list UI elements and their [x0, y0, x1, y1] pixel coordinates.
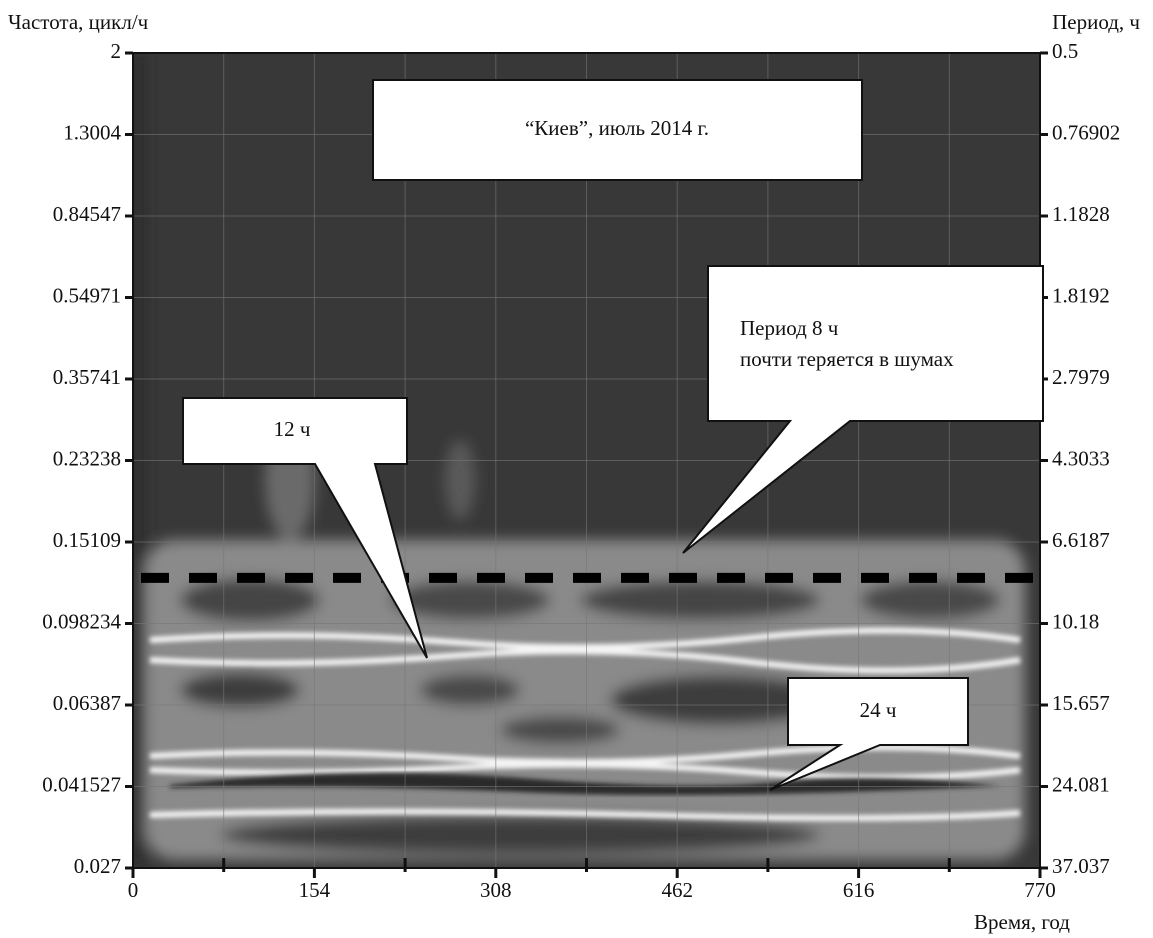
annotation: 24 ч — [860, 698, 897, 722]
y2-tick-label: 1.1828 — [1052, 202, 1110, 226]
x-tick-label: 770 — [1024, 878, 1056, 902]
y2-tick-label: 37.037 — [1052, 854, 1110, 878]
plot-frame — [132, 52, 1041, 869]
y2-tick-label: 0.76902 — [1052, 120, 1120, 144]
y-tick-label: 0.84547 — [53, 202, 121, 226]
y-tick-label: 0.15109 — [53, 528, 121, 552]
y-tick-label: 0.23238 — [53, 446, 121, 470]
y-tick-label: 2 — [111, 39, 122, 63]
x-tick-label: 462 — [661, 878, 693, 902]
x-tick-label: 308 — [480, 878, 512, 902]
y-tick-label: 0.027 — [74, 854, 121, 878]
annotation: почти теряется в шумах — [740, 347, 954, 371]
y2-tick-label: 10.18 — [1052, 609, 1099, 633]
y-tick-label: 0.041527 — [42, 772, 121, 796]
chart-title: “Киев”, июль 2014 г. — [525, 116, 709, 140]
y2-tick-label: 4.3033 — [1052, 446, 1110, 470]
y-axis-title: Частота, цикл/ч — [8, 10, 149, 34]
x-axis-title: Время, год — [974, 910, 1070, 934]
annotation: 12 ч — [274, 417, 311, 441]
callout — [769, 677, 969, 791]
y2-tick-label: 2.7979 — [1052, 365, 1110, 389]
y-tick-label: 0.35741 — [53, 365, 121, 389]
callout — [682, 265, 1044, 554]
callout — [182, 397, 428, 659]
y2-tick-label: 6.6187 — [1052, 528, 1110, 552]
y-tick-label: 0.54971 — [53, 283, 121, 307]
y-tick-label: 1.3004 — [63, 120, 121, 144]
y2-tick-label: 15.657 — [1052, 691, 1110, 715]
title-box — [372, 79, 863, 181]
y2-tick-label: 0.5 — [1052, 39, 1078, 63]
y-tick-label: 0.06387 — [53, 691, 121, 715]
y2-tick-label: 1.8192 — [1052, 283, 1110, 307]
x-tick-label: 0 — [128, 878, 139, 902]
y2-tick-label: 24.081 — [1052, 772, 1110, 796]
y-tick-label: 0.098234 — [42, 609, 121, 633]
x-tick-label: 616 — [843, 878, 875, 902]
x-tick-label: 154 — [299, 878, 331, 902]
annotation: Период 8 ч — [740, 316, 839, 340]
y2-axis-title: Период, ч — [1052, 10, 1140, 34]
